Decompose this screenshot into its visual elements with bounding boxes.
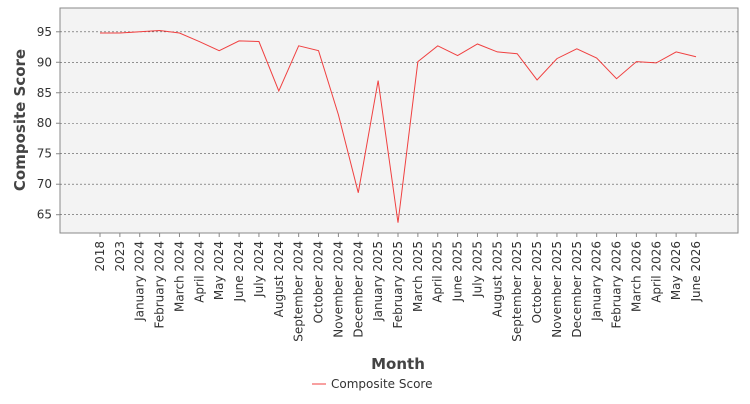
- x-tick-label: February 2025: [391, 241, 405, 329]
- x-tick-label: July 2024: [252, 241, 266, 298]
- y-tick-label: 85: [37, 86, 52, 100]
- x-tick-label: October 2025: [530, 241, 544, 323]
- x-tick-label: February 2026: [610, 241, 624, 329]
- x-tick-label: November 2025: [550, 241, 564, 338]
- y-axis-title: Composite Score: [11, 49, 29, 191]
- x-tick-label: April 2025: [431, 241, 445, 303]
- x-tick-label: June 2026: [689, 241, 703, 303]
- x-tick-label: January 2024: [133, 241, 147, 322]
- x-axis-title: Month: [371, 355, 425, 373]
- x-tick-label: June 2024: [232, 241, 246, 303]
- x-tick-label: January 2026: [590, 241, 604, 322]
- x-tick-label: March 2024: [172, 241, 186, 312]
- x-tick-label: September 2025: [510, 241, 524, 342]
- x-tick-label: April 2024: [192, 241, 206, 303]
- legend-label: Composite Score: [331, 377, 432, 391]
- x-tick-label: March 2025: [411, 241, 425, 312]
- x-tick-label: August 2025: [490, 241, 504, 317]
- x-tick-label: September 2024: [292, 241, 306, 342]
- x-tick-label: August 2024: [272, 241, 286, 317]
- x-tick-label: December 2024: [351, 241, 365, 338]
- x-tick-label: November 2024: [331, 241, 345, 338]
- y-tick-label: 75: [37, 147, 52, 161]
- x-tick-label: July 2025: [470, 241, 484, 298]
- line-series: [100, 30, 697, 223]
- plot-area: [59, 7, 739, 234]
- x-tick-label: March 2026: [629, 241, 643, 312]
- y-tick-label: 70: [37, 177, 52, 191]
- x-tick-label: February 2024: [153, 241, 167, 329]
- y-tick-label: 65: [37, 208, 52, 222]
- x-tick-label: May 2024: [212, 241, 226, 300]
- x-tick-label: 2023: [113, 241, 127, 272]
- y-tick-label: 90: [37, 55, 52, 69]
- x-tick-label: October 2024: [312, 241, 326, 323]
- x-tick-label: June 2025: [451, 241, 465, 303]
- x-tick-label: April 2026: [649, 241, 663, 303]
- x-tick-label: May 2026: [669, 241, 683, 300]
- y-tick-label: 95: [37, 25, 52, 39]
- x-tick-label: December 2025: [570, 241, 584, 338]
- y-tick-label: 80: [37, 116, 52, 130]
- x-tick-label: 2018: [93, 241, 107, 272]
- x-tick-label: January 2025: [371, 241, 385, 322]
